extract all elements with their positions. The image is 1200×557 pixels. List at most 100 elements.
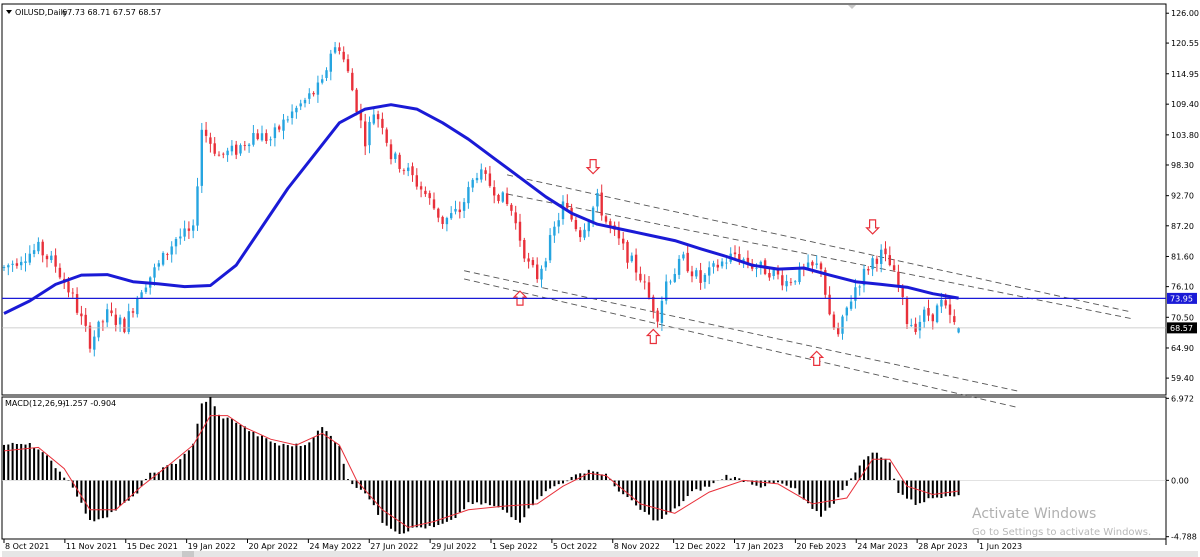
macd-bar [953, 480, 956, 497]
candle [364, 113, 367, 156]
candle [544, 257, 547, 271]
candle [333, 41, 337, 55]
candle [669, 279, 672, 285]
macd-bar [596, 471, 599, 481]
candle [484, 167, 487, 181]
candle [454, 200, 457, 215]
time-tick-label: 15 Dec 2021 [127, 542, 178, 551]
channel-line-2[interactable] [507, 193, 1131, 319]
macd-bar [802, 480, 805, 500]
macd-bar [162, 467, 165, 481]
bottom-scrollbar[interactable] [2, 551, 1198, 557]
candle [686, 245, 689, 273]
candle [54, 248, 57, 273]
symbol-label: OILUSD,Daily [15, 8, 68, 17]
candle [45, 254, 49, 268]
macd-bar [669, 480, 672, 513]
macd-bar [106, 480, 109, 518]
macd-bar [519, 480, 521, 523]
macd-bar [110, 480, 113, 513]
price-legend: OILUSD,Daily 67.73 68.71 67.57 68.57 [6, 8, 161, 17]
macd-bar [918, 480, 921, 504]
time-tick-label: 11 Nov 2021 [66, 542, 117, 551]
channel-line-1[interactable] [507, 174, 1131, 313]
macd-bar [837, 480, 840, 498]
moving-average-line[interactable] [3, 103, 959, 315]
candle [643, 274, 646, 290]
macd-bar [622, 480, 625, 495]
ohlc-values: 67.73 68.71 67.57 68.57 [62, 8, 161, 17]
candle [673, 268, 676, 284]
candle [398, 152, 401, 173]
candle [230, 140, 234, 156]
macd-bar [329, 435, 332, 481]
channel-line-4[interactable] [463, 278, 1019, 409]
candle [475, 172, 479, 184]
macd-bar [626, 480, 629, 498]
horizontal-level-line[interactable] [2, 297, 1166, 329]
scroll-marker-icon[interactable] [848, 5, 856, 9]
candle [561, 195, 565, 225]
macd-bar [875, 452, 878, 481]
candle [419, 181, 423, 198]
candle [867, 266, 870, 275]
candle [200, 122, 203, 193]
candle [428, 190, 431, 205]
candle [600, 184, 603, 221]
candle [269, 136, 272, 147]
candle [93, 330, 96, 357]
macd-bar [660, 480, 663, 519]
candle [647, 276, 651, 300]
candle [789, 277, 793, 286]
candle [510, 203, 513, 216]
moving-average [3, 103, 959, 315]
macd-bar [398, 480, 401, 534]
candle [290, 104, 294, 125]
candle [213, 137, 216, 157]
candle [630, 252, 633, 263]
macd-bar [282, 443, 285, 481]
macd-bar [101, 480, 104, 519]
macd-bar [377, 480, 380, 515]
candle [157, 260, 160, 271]
macd-bar [772, 480, 775, 484]
activation-watermark: Activate Windows Go to Settings to activ… [972, 506, 1151, 538]
price-tick-label: 103.80 [1171, 131, 1199, 140]
candle [41, 239, 44, 263]
channel-line-3[interactable] [464, 270, 1019, 392]
macd-bar [656, 480, 659, 521]
candle [80, 305, 83, 325]
macd-bar [897, 480, 900, 493]
price-tick-label: 126.00 [1171, 9, 1199, 18]
candle [918, 315, 922, 339]
candle [531, 257, 535, 268]
watermark-title: Activate Windows [972, 506, 1096, 522]
candle [325, 67, 328, 81]
candle [699, 262, 702, 290]
macd-bar [243, 426, 246, 481]
candle [905, 296, 909, 330]
candle [871, 256, 874, 277]
macd-bar [738, 478, 741, 481]
macd-bar [175, 463, 177, 481]
scroll-thumb[interactable] [182, 551, 194, 557]
time-tick-label: 17 Jan 2023 [736, 542, 784, 551]
macd-histogram [2, 397, 1166, 534]
candle [660, 296, 664, 331]
macd-tick-label: -4.788 [1171, 533, 1197, 542]
macd-bar [768, 480, 771, 483]
macd-bar [949, 480, 951, 497]
macd-bar [196, 423, 199, 481]
dropdown-arrow-icon[interactable] [6, 10, 12, 14]
macd-bar [777, 480, 779, 483]
candle [540, 265, 543, 288]
candle [548, 228, 552, 264]
macd-bar [579, 473, 582, 481]
time-axis: 8 Oct 2021 11 Nov 2021 15 Dec 2021 19 Jan 2… [3, 539, 1022, 551]
candle [321, 74, 324, 85]
macd-bar [458, 480, 461, 513]
macd-bar [893, 478, 896, 481]
candle [854, 278, 857, 309]
